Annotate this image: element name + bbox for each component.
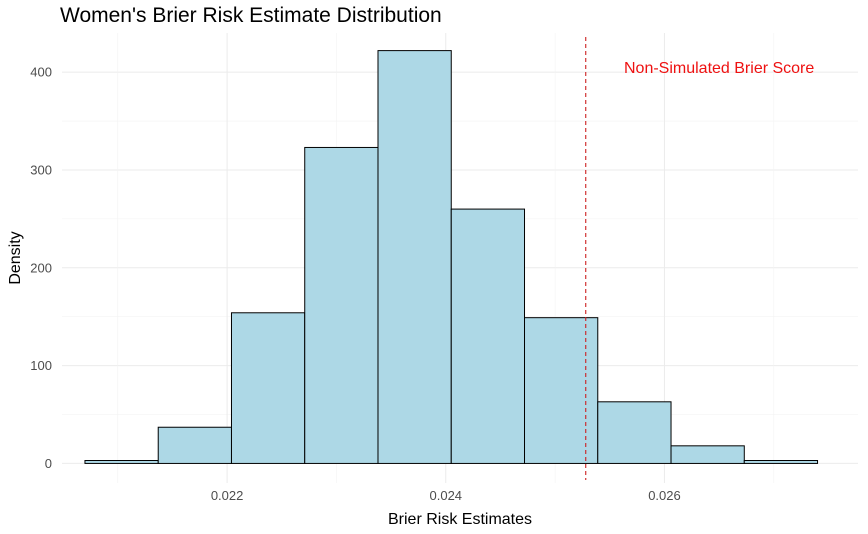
x-axis-title: Brier Risk Estimates bbox=[388, 511, 532, 528]
histogram-bar bbox=[524, 317, 599, 464]
chart-title: Women's Brier Risk Estimate Distribution bbox=[60, 4, 442, 27]
annotation-label: Non-Simulated Brier Score bbox=[624, 60, 814, 77]
y-axis-ticks: 0 100 200 300 400 bbox=[30, 65, 52, 471]
histogram-bar bbox=[377, 50, 452, 464]
histogram-bar bbox=[84, 460, 159, 464]
y-tick-label: 400 bbox=[30, 65, 52, 80]
histogram-bar bbox=[743, 460, 819, 464]
histogram-bar bbox=[597, 401, 672, 464]
histogram-bars bbox=[84, 50, 819, 464]
histogram-bar bbox=[304, 146, 379, 464]
y-tick-label: 0 bbox=[45, 456, 52, 471]
y-tick-label: 300 bbox=[30, 162, 52, 177]
x-axis-ticks: 0.022 0.024 0.026 bbox=[211, 488, 681, 503]
histogram-bar bbox=[450, 208, 526, 464]
y-tick-label: 100 bbox=[30, 358, 52, 373]
x-tick-label: 0.026 bbox=[648, 488, 681, 503]
histogram-bar bbox=[157, 426, 232, 464]
y-axis-title: Density bbox=[7, 231, 24, 284]
x-tick-label: 0.022 bbox=[211, 488, 244, 503]
x-tick-label: 0.024 bbox=[430, 488, 463, 503]
histogram-bar bbox=[230, 312, 306, 464]
histogram-bar bbox=[670, 445, 745, 464]
y-tick-label: 200 bbox=[30, 260, 52, 275]
